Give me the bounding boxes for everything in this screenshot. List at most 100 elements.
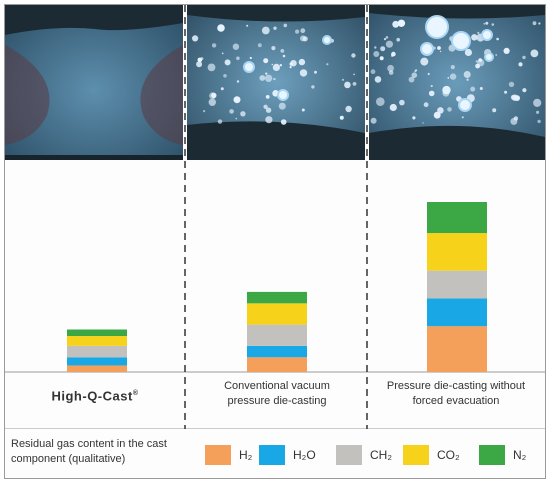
- pore: [461, 116, 464, 119]
- bar-segment: [427, 233, 487, 271]
- pore: [392, 20, 400, 28]
- category-label-line2: pressure die-casting: [227, 395, 327, 407]
- pore: [508, 81, 515, 88]
- large-pore: [481, 29, 493, 41]
- bar-segment: [247, 345, 307, 358]
- pore: [503, 47, 510, 55]
- figure-frame: High-Q-Cast® Conventional vacuum pressur…: [4, 4, 546, 479]
- bar-segment: [247, 291, 307, 304]
- pore: [492, 108, 497, 113]
- pore: [352, 82, 357, 86]
- pore: [483, 22, 486, 25]
- pore: [295, 29, 300, 34]
- legend-label: CH₂: [370, 448, 392, 462]
- category-label-conventional-vacuum: Conventional vacuum pressure die-casting: [187, 379, 367, 409]
- pore: [450, 65, 455, 70]
- pore: [272, 63, 280, 71]
- bar-segment: [67, 365, 127, 372]
- bar-segment: [67, 345, 127, 358]
- n2-swatch: [479, 445, 505, 465]
- pore: [439, 50, 442, 53]
- h2-swatch: [205, 445, 231, 465]
- pore: [263, 58, 269, 64]
- large-pore: [322, 35, 332, 45]
- pore: [376, 97, 385, 106]
- pore: [211, 43, 217, 48]
- pore: [464, 48, 472, 57]
- pore: [233, 96, 241, 104]
- pore: [373, 51, 380, 57]
- legend-item-n2: N₂: [479, 445, 526, 465]
- pore: [249, 56, 252, 60]
- legend-item-ch2: CH₂: [336, 445, 392, 465]
- pore: [533, 98, 542, 107]
- large-pore: [243, 61, 255, 73]
- pore: [278, 102, 286, 110]
- bar-segment: [67, 357, 127, 366]
- pore: [447, 107, 452, 112]
- pore: [396, 37, 400, 42]
- pore: [265, 107, 272, 113]
- pore: [265, 116, 273, 124]
- pore: [463, 71, 471, 78]
- pore: [300, 35, 306, 42]
- category-label-high-q-cast: High-Q-Cast®: [5, 386, 185, 403]
- pore: [273, 77, 276, 81]
- legend-label: CO₂: [437, 448, 460, 462]
- pore: [477, 31, 480, 34]
- micrograph-high-q-cast: [5, 5, 183, 160]
- pore: [437, 46, 441, 50]
- pore: [345, 105, 352, 113]
- pore: [491, 23, 495, 26]
- pore: [279, 64, 282, 67]
- pore: [220, 87, 224, 91]
- pore: [229, 109, 234, 114]
- ch2-swatch: [336, 445, 362, 465]
- pore: [437, 107, 444, 114]
- pore: [479, 87, 483, 90]
- pore: [427, 72, 430, 76]
- pore: [537, 119, 541, 124]
- pore: [341, 78, 345, 81]
- pore: [344, 81, 351, 89]
- pore: [412, 116, 416, 120]
- pore: [240, 111, 246, 117]
- bar-segment: [427, 326, 487, 372]
- pore: [300, 28, 306, 34]
- bar-segment: [247, 303, 307, 325]
- category-label-line2: forced evacuation: [412, 395, 500, 407]
- pore: [257, 43, 262, 48]
- pore: [298, 58, 306, 66]
- large-pore: [458, 98, 472, 112]
- pore: [211, 92, 217, 99]
- pore: [391, 51, 396, 57]
- pore: [197, 57, 203, 63]
- micrograph-no-evacuation: [369, 5, 545, 160]
- micrograph-conventional-vacuum: [187, 5, 365, 160]
- category-label-line1: High-Q-Cast: [51, 388, 133, 404]
- pore: [265, 95, 270, 99]
- pore: [420, 57, 429, 66]
- legend-title: Residual gas content in the cast compone…: [11, 438, 167, 465]
- pore: [370, 69, 376, 75]
- pore: [283, 23, 288, 28]
- pore: [299, 69, 308, 77]
- pore: [383, 38, 387, 41]
- registered-mark: ®: [132, 390, 139, 397]
- pore: [385, 36, 389, 39]
- pore: [311, 85, 315, 89]
- pore: [411, 72, 418, 78]
- pore: [289, 66, 292, 69]
- pore: [353, 73, 355, 76]
- legend-label: N₂: [513, 448, 527, 462]
- bar-segment: [427, 202, 487, 234]
- pore: [301, 108, 305, 112]
- pore: [433, 111, 441, 119]
- bar-segment: [427, 298, 487, 327]
- bar-segment: [67, 336, 127, 346]
- pore: [397, 19, 406, 27]
- pore: [530, 49, 539, 58]
- pore: [387, 64, 394, 72]
- pore: [280, 119, 287, 125]
- pore: [379, 56, 384, 61]
